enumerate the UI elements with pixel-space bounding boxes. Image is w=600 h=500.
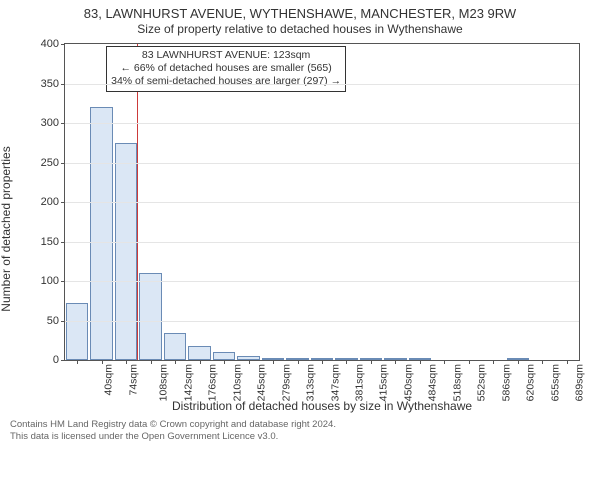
x-tick-mark <box>175 360 176 364</box>
bar <box>164 333 187 361</box>
grid-line <box>65 163 579 164</box>
x-tick-label: 415sqm <box>378 364 390 401</box>
x-tick-mark <box>322 360 323 364</box>
y-tick-mark <box>61 281 65 282</box>
footer-line-1: Contains HM Land Registry data © Crown c… <box>10 419 590 431</box>
y-tick-mark <box>61 321 65 322</box>
grid-line <box>65 123 579 124</box>
x-tick-mark <box>77 360 78 364</box>
x-tick-label: 484sqm <box>427 364 439 401</box>
x-tick-mark <box>346 360 347 364</box>
y-tick-label: 400 <box>41 38 59 50</box>
x-tick-mark <box>298 360 299 364</box>
x-tick-mark <box>395 360 396 364</box>
x-tick-label: 74sqm <box>127 364 139 396</box>
x-tick-mark <box>493 360 494 364</box>
grid-line <box>65 202 579 203</box>
grid-line <box>65 242 579 243</box>
grid-line <box>65 281 579 282</box>
x-tick-label: 655sqm <box>549 364 561 401</box>
x-tick-label: 586sqm <box>500 364 512 401</box>
y-tick-label: 50 <box>47 315 59 327</box>
callout-line-2: ← 66% of detached houses are smaller (56… <box>111 62 341 75</box>
x-tick-mark <box>518 360 519 364</box>
x-tick-mark <box>151 360 152 364</box>
x-tick-label: 313sqm <box>304 364 316 401</box>
x-tick-mark <box>102 360 103 364</box>
x-tick-label: 142sqm <box>182 364 194 401</box>
y-tick-label: 150 <box>41 236 59 248</box>
x-tick-mark <box>224 360 225 364</box>
y-tick-mark <box>61 360 65 361</box>
x-tick-label: 40sqm <box>103 364 115 396</box>
y-tick-mark <box>61 202 65 203</box>
y-tick-label: 250 <box>41 157 59 169</box>
x-tick-label: 176sqm <box>207 364 219 401</box>
y-tick-label: 200 <box>41 196 59 208</box>
grid-line <box>65 84 579 85</box>
callout-box: 83 LAWNHURST AVENUE: 123sqm ← 66% of det… <box>106 46 346 91</box>
y-tick-label: 100 <box>41 275 59 287</box>
callout-line-3: 34% of semi-detached houses are larger (… <box>111 75 341 88</box>
y-axis-label: Number of detached properties <box>0 146 13 311</box>
y-tick-mark <box>61 84 65 85</box>
x-tick-mark <box>371 360 372 364</box>
y-tick-mark <box>61 163 65 164</box>
x-tick-mark <box>273 360 274 364</box>
y-tick-label: 350 <box>41 78 59 90</box>
bar <box>90 107 113 360</box>
x-tick-label: 552sqm <box>476 364 488 401</box>
callout-line-1: 83 LAWNHURST AVENUE: 123sqm <box>111 49 341 62</box>
y-tick-label: 0 <box>53 354 59 366</box>
y-tick-mark <box>61 44 65 45</box>
x-tick-mark <box>542 360 543 364</box>
footer: Contains HM Land Registry data © Crown c… <box>10 419 590 443</box>
x-tick-label: 245sqm <box>255 364 267 401</box>
x-tick-mark <box>200 360 201 364</box>
x-tick-mark <box>567 360 568 364</box>
bar <box>66 303 89 361</box>
page-subtitle: Size of property relative to detached ho… <box>10 22 590 38</box>
x-tick-label: 518sqm <box>451 364 463 401</box>
x-tick-mark <box>249 360 250 364</box>
x-tick-mark <box>469 360 470 364</box>
bar <box>213 352 236 360</box>
x-tick-label: 279sqm <box>280 364 292 401</box>
x-tick-label: 347sqm <box>329 364 341 401</box>
x-tick-label: 450sqm <box>402 364 414 401</box>
page-title: 83, LAWNHURST AVENUE, WYTHENSHAWE, MANCH… <box>10 6 590 22</box>
y-tick-label: 300 <box>41 117 59 129</box>
bar <box>188 346 211 360</box>
x-tick-label: 108sqm <box>158 364 170 401</box>
y-tick-mark <box>61 123 65 124</box>
chart-container: Number of detached properties 83 LAWNHUR… <box>10 39 590 419</box>
grid-line <box>65 321 579 322</box>
x-tick-label: 689sqm <box>574 364 586 401</box>
y-tick-mark <box>61 242 65 243</box>
footer-line-2: This data is licensed under the Open Gov… <box>10 431 590 443</box>
x-tick-label: 381sqm <box>353 364 365 401</box>
x-tick-label: 620sqm <box>525 364 537 401</box>
x-axis-title: Distribution of detached houses by size … <box>64 399 580 413</box>
x-tick-label: 210sqm <box>231 364 243 401</box>
bar <box>115 143 138 360</box>
bar <box>139 273 162 360</box>
x-tick-mark <box>444 360 445 364</box>
plot-area: 83 LAWNHURST AVENUE: 123sqm ← 66% of det… <box>64 43 580 361</box>
x-tick-mark <box>126 360 127 364</box>
x-tick-mark <box>420 360 421 364</box>
